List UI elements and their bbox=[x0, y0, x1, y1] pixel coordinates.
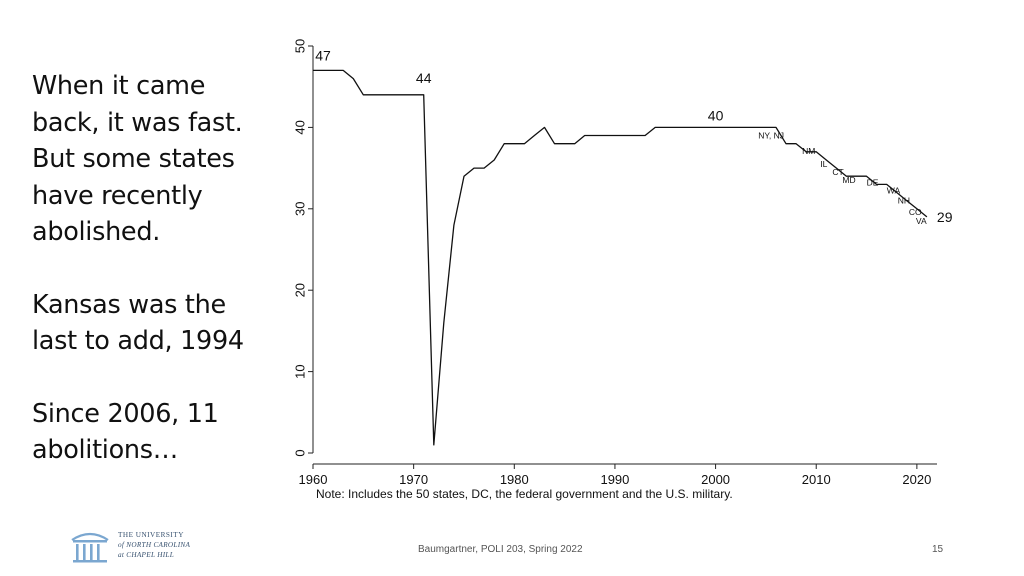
slide-footer: Baumgartner, POLI 203, Spring 2022 bbox=[418, 544, 583, 555]
chart-plot-area bbox=[313, 69, 928, 446]
x-tick-label: 2020 bbox=[902, 472, 931, 487]
logo-line: THE UNIVERSITY bbox=[118, 531, 184, 539]
text-line: Since 2006, 11 bbox=[32, 398, 219, 429]
logo-line: at CHAPEL HILL bbox=[118, 551, 174, 559]
y-tick-label: 40 bbox=[292, 120, 307, 134]
state-annotation: IL bbox=[820, 159, 827, 169]
y-tick-label: 0 bbox=[292, 449, 307, 456]
state-annotation: NM bbox=[802, 146, 815, 156]
y-tick-label: 20 bbox=[292, 283, 307, 297]
logo-wordmark: THE UNIVERSITY of NORTH CAROLINA at CHAP… bbox=[118, 530, 190, 560]
state-annotation: WA bbox=[887, 186, 901, 196]
text-line: abolished. bbox=[32, 217, 161, 247]
state-annotation: CT bbox=[832, 167, 843, 177]
x-tick-label: 1960 bbox=[299, 472, 328, 487]
x-tick-label: 2000 bbox=[701, 472, 730, 487]
state-annotation: CO bbox=[909, 207, 922, 217]
text-line: But some states bbox=[32, 144, 235, 174]
slide-text: When it came back, it was fast. But some… bbox=[32, 68, 272, 505]
state-annotation: NH bbox=[898, 196, 910, 206]
x-tick-label: 1970 bbox=[399, 472, 428, 487]
x-tick-label: 1980 bbox=[500, 472, 529, 487]
paragraph-kansas: Kansas was the last to add, 1994 bbox=[32, 287, 272, 360]
value-label: 47 bbox=[315, 47, 331, 63]
value-label: 40 bbox=[708, 107, 724, 123]
y-tick-label: 30 bbox=[292, 202, 307, 216]
value-label: 44 bbox=[416, 70, 432, 86]
x-tick-label: 2010 bbox=[802, 472, 831, 487]
text-line: abolitions… bbox=[32, 435, 178, 465]
old-well-icon bbox=[71, 528, 115, 564]
state-annotation: MD bbox=[842, 175, 855, 185]
text-line: last to add, 1994 bbox=[32, 326, 244, 356]
x-tick-label: 1990 bbox=[600, 472, 629, 487]
text-line: Kansas was the bbox=[32, 289, 226, 320]
state-annotation: NY, NJ bbox=[758, 131, 784, 141]
paragraph-abolition-trend: When it came back, it was fast. But some… bbox=[32, 68, 272, 251]
unc-logo: THE UNIVERSITY of NORTH CAROLINA at CHAP… bbox=[68, 526, 218, 566]
y-tick-label: 10 bbox=[292, 364, 307, 378]
text-line: have recently bbox=[32, 180, 203, 211]
logo-line: of NORTH CAROLINA bbox=[118, 541, 191, 549]
text-line: back, it was fast. bbox=[32, 107, 243, 138]
text-line: When it came bbox=[32, 71, 206, 101]
paragraph-since-2006: Since 2006, 11 abolitions… bbox=[32, 396, 272, 469]
chart-note: Note: Includes the 50 states, DC, the fe… bbox=[316, 487, 733, 501]
y-tick-label: 50 bbox=[292, 39, 307, 53]
chart-axes: 0 10 20 30 40 50 1960 1970 1980 1990 2000 2010 2020 bbox=[292, 39, 937, 487]
state-annotation: VA bbox=[916, 216, 927, 226]
state-annotation: DE bbox=[867, 177, 879, 187]
value-label: 29 bbox=[937, 209, 953, 225]
series-line bbox=[313, 69, 928, 446]
page-number: 15 bbox=[932, 544, 944, 555]
